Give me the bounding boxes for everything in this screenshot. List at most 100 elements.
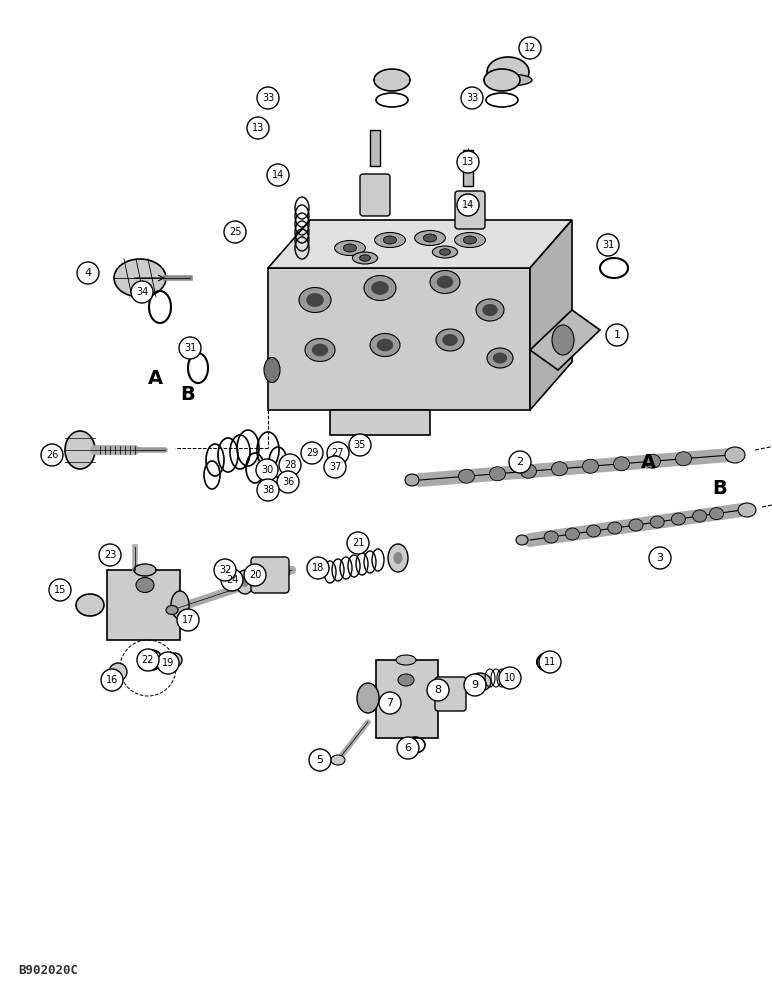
- Circle shape: [649, 547, 671, 569]
- Text: 33: 33: [262, 93, 274, 103]
- Circle shape: [109, 663, 127, 681]
- Ellipse shape: [482, 304, 498, 316]
- Ellipse shape: [645, 454, 661, 468]
- Text: 14: 14: [462, 200, 474, 210]
- Text: 20: 20: [249, 570, 261, 580]
- Text: 28: 28: [284, 460, 296, 470]
- Ellipse shape: [489, 467, 506, 481]
- Ellipse shape: [608, 522, 621, 534]
- Ellipse shape: [364, 275, 396, 300]
- Ellipse shape: [423, 234, 437, 242]
- Circle shape: [509, 451, 531, 473]
- Ellipse shape: [134, 564, 156, 576]
- Ellipse shape: [520, 464, 537, 478]
- Text: 31: 31: [602, 240, 614, 250]
- Ellipse shape: [371, 281, 389, 295]
- Ellipse shape: [738, 503, 756, 517]
- Ellipse shape: [442, 334, 458, 346]
- Text: 14: 14: [272, 170, 284, 180]
- Circle shape: [279, 454, 301, 476]
- Text: 11: 11: [544, 657, 556, 667]
- Circle shape: [221, 569, 243, 591]
- Ellipse shape: [398, 674, 414, 686]
- Ellipse shape: [459, 469, 475, 483]
- Circle shape: [461, 87, 483, 109]
- Text: 2: 2: [516, 457, 523, 467]
- Ellipse shape: [136, 578, 154, 592]
- Ellipse shape: [344, 244, 357, 252]
- Ellipse shape: [516, 535, 528, 545]
- Ellipse shape: [437, 276, 453, 288]
- Ellipse shape: [312, 344, 328, 356]
- Ellipse shape: [352, 252, 378, 264]
- Ellipse shape: [487, 348, 513, 368]
- Ellipse shape: [306, 293, 323, 307]
- Ellipse shape: [552, 325, 574, 355]
- Circle shape: [519, 37, 541, 59]
- Circle shape: [324, 456, 346, 478]
- Text: 22: 22: [142, 655, 154, 665]
- Circle shape: [457, 194, 479, 216]
- Ellipse shape: [484, 74, 532, 86]
- Ellipse shape: [374, 69, 410, 91]
- Text: 21: 21: [352, 538, 364, 548]
- Ellipse shape: [370, 334, 400, 357]
- Ellipse shape: [439, 249, 450, 255]
- Ellipse shape: [587, 525, 601, 537]
- Text: 4: 4: [84, 268, 92, 278]
- Circle shape: [267, 164, 289, 186]
- Ellipse shape: [484, 69, 520, 91]
- Ellipse shape: [430, 270, 460, 294]
- Ellipse shape: [475, 678, 485, 686]
- Ellipse shape: [583, 459, 598, 473]
- Circle shape: [244, 564, 266, 586]
- Ellipse shape: [725, 447, 745, 463]
- Text: 12: 12: [524, 43, 537, 53]
- Text: 7: 7: [387, 698, 394, 708]
- Circle shape: [157, 652, 179, 674]
- Circle shape: [457, 151, 479, 173]
- Circle shape: [327, 442, 349, 464]
- Ellipse shape: [357, 683, 379, 713]
- Polygon shape: [107, 570, 180, 640]
- Ellipse shape: [415, 231, 445, 245]
- Polygon shape: [530, 220, 572, 410]
- Circle shape: [397, 737, 419, 759]
- Text: 30: 30: [261, 465, 273, 475]
- Text: 23: 23: [103, 550, 117, 560]
- Polygon shape: [268, 268, 530, 410]
- Text: 25: 25: [229, 227, 241, 237]
- Circle shape: [257, 87, 279, 109]
- Ellipse shape: [672, 513, 686, 525]
- Text: 24: 24: [226, 575, 239, 585]
- Circle shape: [77, 262, 99, 284]
- Polygon shape: [268, 220, 572, 268]
- Circle shape: [256, 459, 278, 481]
- Ellipse shape: [487, 57, 529, 87]
- Circle shape: [99, 544, 121, 566]
- Ellipse shape: [241, 577, 249, 587]
- Circle shape: [137, 649, 159, 671]
- Text: 33: 33: [466, 93, 478, 103]
- Text: 3: 3: [656, 553, 663, 563]
- Text: 29: 29: [306, 448, 318, 458]
- Circle shape: [179, 337, 201, 359]
- Ellipse shape: [469, 673, 491, 691]
- Ellipse shape: [565, 528, 580, 540]
- Ellipse shape: [171, 591, 189, 619]
- Polygon shape: [330, 410, 430, 435]
- Text: 8: 8: [435, 685, 442, 695]
- Circle shape: [349, 434, 371, 456]
- Circle shape: [597, 234, 619, 256]
- Circle shape: [499, 667, 521, 689]
- Ellipse shape: [493, 353, 507, 363]
- Ellipse shape: [384, 236, 397, 244]
- FancyBboxPatch shape: [455, 191, 485, 229]
- Text: 36: 36: [282, 477, 294, 487]
- Circle shape: [214, 559, 236, 581]
- Ellipse shape: [544, 531, 558, 543]
- Ellipse shape: [676, 452, 692, 466]
- Circle shape: [247, 117, 269, 139]
- Ellipse shape: [405, 474, 419, 486]
- FancyBboxPatch shape: [435, 677, 466, 711]
